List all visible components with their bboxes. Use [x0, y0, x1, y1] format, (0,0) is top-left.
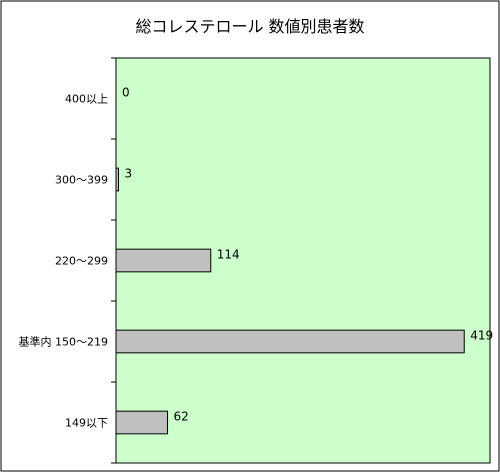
data-label: 0 — [122, 86, 130, 100]
y-axis-ticks — [111, 57, 116, 464]
bar — [115, 248, 212, 273]
data-label: 419 — [470, 329, 493, 343]
bar — [115, 167, 119, 192]
data-labels: 0 3 114 419 62 — [122, 86, 493, 424]
data-label: 3 — [124, 167, 132, 181]
bar — [115, 329, 465, 354]
data-label: 114 — [217, 248, 240, 262]
bar — [115, 410, 169, 435]
data-label: 62 — [174, 410, 189, 424]
chart-title: 総コレステロール 数値別患者数 — [135, 17, 364, 36]
category-label: 149以下 — [65, 417, 108, 430]
category-label: 300〜399 — [55, 174, 108, 187]
category-label: 400以上 — [65, 93, 108, 106]
category-labels: 400以上 300〜399 220〜299 基準内 150〜219 149以下 — [19, 93, 109, 430]
category-label: 基準内 150〜219 — [19, 335, 109, 349]
category-label: 220〜299 — [55, 255, 108, 268]
bars — [115, 167, 465, 435]
